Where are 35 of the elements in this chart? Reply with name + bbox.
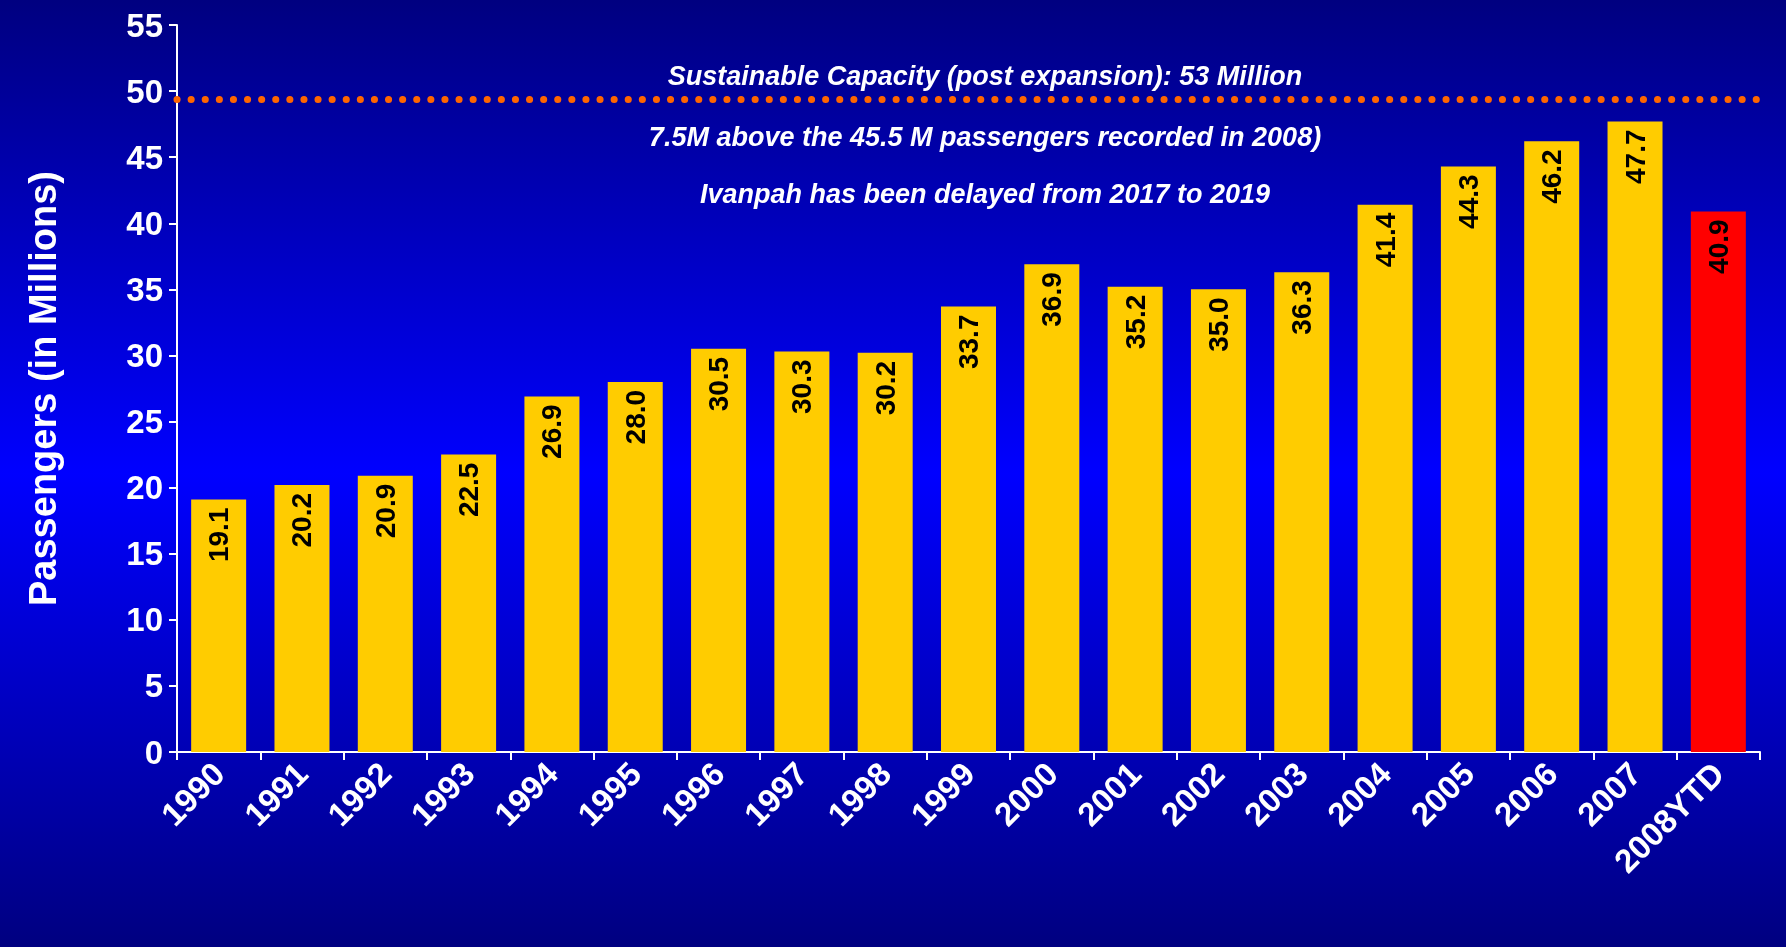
y-tick-label: 25 (126, 403, 163, 441)
data-label: 36.9 (1036, 272, 1068, 327)
data-label: 33.7 (953, 314, 984, 370)
y-tick-label: 50 (126, 72, 163, 110)
data-label: 35.0 (1202, 297, 1234, 352)
annotation: Ivanpah has been delayed from 2017 to 2019 (699, 178, 1271, 209)
data-label: 30.5 (703, 356, 735, 412)
data-label: 19.1 (203, 507, 235, 563)
data-label: 22.5 (453, 462, 485, 518)
data-label: 41.4 (1369, 212, 1401, 268)
data-label: 30.3 (786, 359, 818, 414)
y-tick-label: 55 (126, 6, 163, 44)
data-label: 30.2 (869, 360, 901, 416)
y-tick-label: 30 (126, 336, 163, 374)
y-tick-label: 5 (144, 667, 163, 705)
data-label: 20.9 (369, 483, 401, 539)
y-tick-label: 0 (144, 733, 163, 771)
y-tick-label: 45 (126, 138, 163, 176)
y-tick-label: 10 (126, 601, 163, 639)
annotation: 7.5M above the 45.5 M passengers recorded in 2008) (648, 121, 1322, 152)
data-label: 46.2 (1536, 149, 1568, 204)
y-tick-label: 40 (126, 204, 163, 242)
data-label: 35.2 (1119, 294, 1151, 350)
data-label: 47.7 (1619, 129, 1651, 184)
data-label: 36.3 (1286, 280, 1318, 335)
data-label: 40.9 (1702, 219, 1734, 274)
y-axis-title: Passengers (in Millions) (22, 171, 64, 606)
data-label: 44.3 (1452, 174, 1484, 229)
data-label: 26.9 (536, 404, 568, 459)
y-tick-label: 35 (126, 270, 163, 308)
y-tick-label: 20 (126, 469, 163, 507)
annotation: Sustainable Capacity (post expansion): 53 Million (667, 60, 1303, 91)
data-label: 28.0 (619, 389, 651, 445)
y-tick-label: 15 (126, 535, 163, 573)
data-label: 20.2 (286, 492, 318, 548)
